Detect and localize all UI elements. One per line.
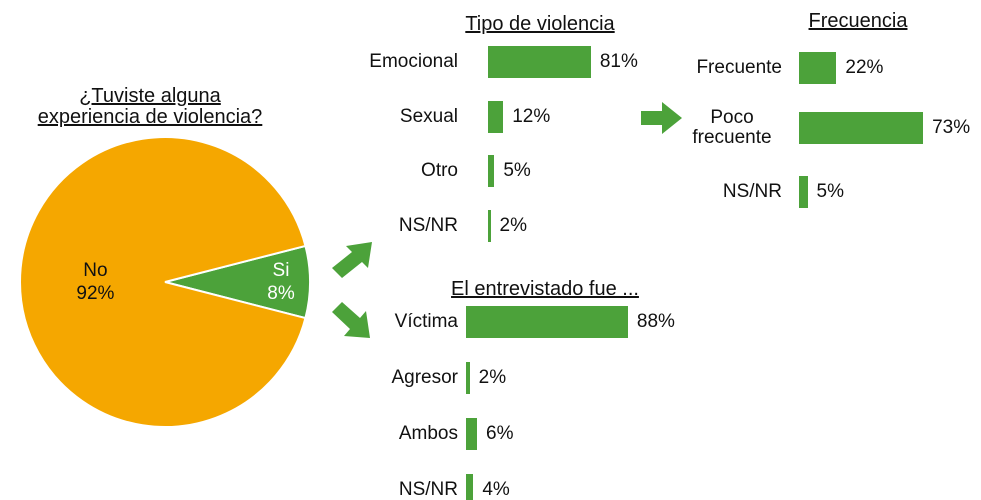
bar — [488, 155, 495, 187]
bar — [488, 46, 591, 78]
arrow — [641, 102, 682, 134]
slice-value-label: 8% — [267, 283, 295, 304]
chart-title: Tipo de violencia — [465, 13, 615, 35]
bar — [799, 112, 924, 144]
category-label: Emocional — [369, 51, 458, 72]
value-label: 5% — [816, 181, 844, 202]
bar — [466, 362, 470, 394]
bar — [799, 52, 837, 84]
bar — [488, 210, 491, 242]
arrow — [332, 242, 372, 278]
category-label: Poco frecuente — [692, 107, 772, 148]
arrow — [332, 302, 370, 338]
value-label: 2% — [499, 215, 527, 236]
bar — [799, 176, 808, 208]
value-label: 5% — [503, 160, 531, 181]
bar — [466, 306, 628, 338]
slice-category: No — [83, 260, 108, 281]
category-label: Ambos — [398, 423, 458, 444]
value-label: 4% — [482, 479, 510, 500]
category-label: Otro — [421, 160, 458, 181]
slice-value-label: 92% — [76, 283, 115, 304]
category-label: Víctima — [394, 311, 458, 332]
pie-slice — [19, 136, 307, 428]
category-label: NS/NR — [722, 181, 782, 202]
value-label: 81% — [599, 51, 638, 72]
slice-category: Si — [272, 260, 290, 281]
chart-title: ¿Tuviste alguna experiencia de violencia… — [37, 85, 263, 128]
category-label: Frecuente — [696, 57, 782, 78]
category-label: NS/NR — [398, 479, 458, 500]
value-label: 12% — [512, 106, 551, 127]
value-label: 73% — [932, 117, 971, 138]
bar — [466, 418, 478, 450]
value-label: 6% — [486, 423, 514, 444]
category-label: NS/NR — [398, 215, 458, 236]
value-label: 22% — [845, 57, 884, 78]
bar — [488, 101, 504, 133]
chart-title: El entrevistado fue ... — [451, 278, 639, 300]
value-label: 88% — [636, 311, 675, 332]
bar — [466, 474, 474, 500]
category-label: Sexual — [399, 106, 458, 127]
chart-title: Frecuencia — [808, 10, 908, 32]
category-label: Agresor — [391, 367, 458, 388]
value-label: 2% — [478, 367, 507, 388]
